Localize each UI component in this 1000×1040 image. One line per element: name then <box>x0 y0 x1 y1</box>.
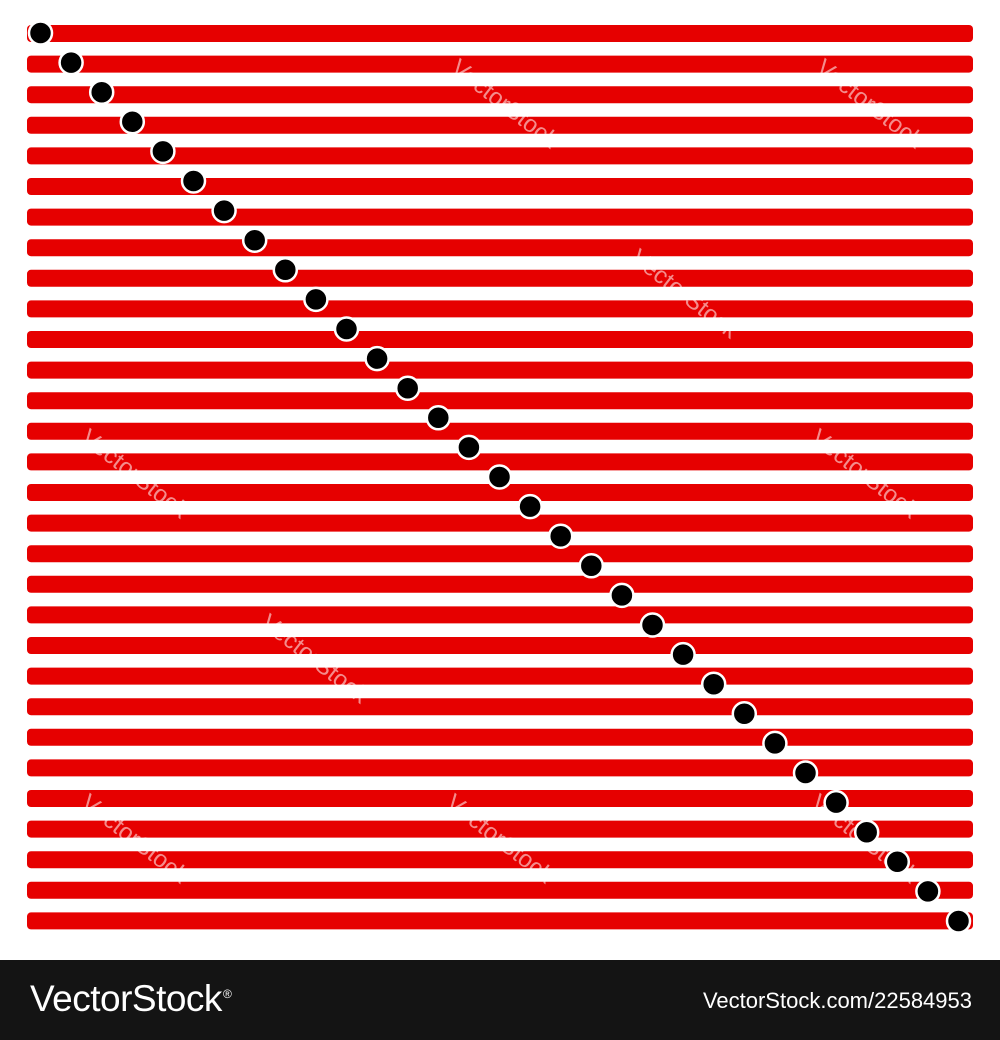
dot <box>180 168 207 194</box>
stripe <box>27 912 973 930</box>
dot <box>456 434 482 461</box>
dot <box>211 197 237 224</box>
dot <box>27 20 54 46</box>
stripe <box>27 514 973 532</box>
stripe <box>27 820 973 838</box>
stripe <box>27 25 973 42</box>
image-id: VectorStock.com/22584953 <box>702 988 972 1013</box>
dot <box>517 493 543 520</box>
stripe <box>27 575 973 593</box>
stripe <box>27 637 973 654</box>
stripe <box>27 361 973 379</box>
dot <box>425 405 452 431</box>
stripe <box>27 208 973 226</box>
watermark-text: VectorStock <box>626 244 744 345</box>
dot <box>272 257 299 283</box>
dot <box>823 789 849 816</box>
red-stripes <box>27 25 973 930</box>
watermark-text: VectorStock <box>256 609 374 710</box>
stripe <box>27 178 973 195</box>
stripe <box>27 331 973 348</box>
stripe <box>27 484 973 501</box>
dot <box>364 345 390 372</box>
dot <box>578 553 605 579</box>
stripe <box>27 698 973 716</box>
dot <box>88 79 115 105</box>
dot <box>303 286 329 313</box>
dot <box>762 730 788 757</box>
stripe <box>27 881 973 899</box>
striped-dot-artwork: VectorStock VectorStockVectorStockVectorS… <box>27 20 973 934</box>
dot <box>945 908 972 934</box>
dot <box>639 612 666 638</box>
stripe <box>27 269 973 287</box>
brand-name: VectorStock <box>30 978 222 1019</box>
dot <box>333 316 360 342</box>
dot <box>394 375 421 401</box>
stripe <box>27 116 973 134</box>
dot <box>150 138 176 165</box>
dot <box>915 878 941 905</box>
dot <box>792 760 819 786</box>
dot <box>884 849 911 875</box>
footer-brand: VectorStock® <box>30 978 232 1020</box>
stripe <box>27 759 973 777</box>
stripe <box>27 851 973 869</box>
dot <box>853 819 880 845</box>
stripe <box>27 606 973 624</box>
stripe <box>27 422 973 440</box>
dot <box>731 701 758 727</box>
stripe <box>27 790 973 807</box>
footer-bar: VectorStock® VectorStock.com/22584953 <box>0 960 1000 1040</box>
dot <box>241 227 268 253</box>
stripe <box>27 667 973 685</box>
dot <box>670 641 696 668</box>
dot <box>58 49 84 76</box>
dot <box>609 582 635 609</box>
registered-mark: ® <box>222 986 232 1001</box>
stripe <box>27 453 973 471</box>
stripe <box>27 239 973 257</box>
dot <box>547 523 574 549</box>
diagonal-dots <box>27 20 972 934</box>
stripe <box>27 728 973 746</box>
dot <box>486 464 513 490</box>
dot <box>119 109 146 135</box>
stripe <box>27 86 973 104</box>
stripe <box>27 545 973 563</box>
dot <box>700 671 727 697</box>
stripe <box>27 392 973 410</box>
stripe <box>27 300 973 318</box>
stripe <box>27 147 973 165</box>
stripe <box>27 55 973 73</box>
